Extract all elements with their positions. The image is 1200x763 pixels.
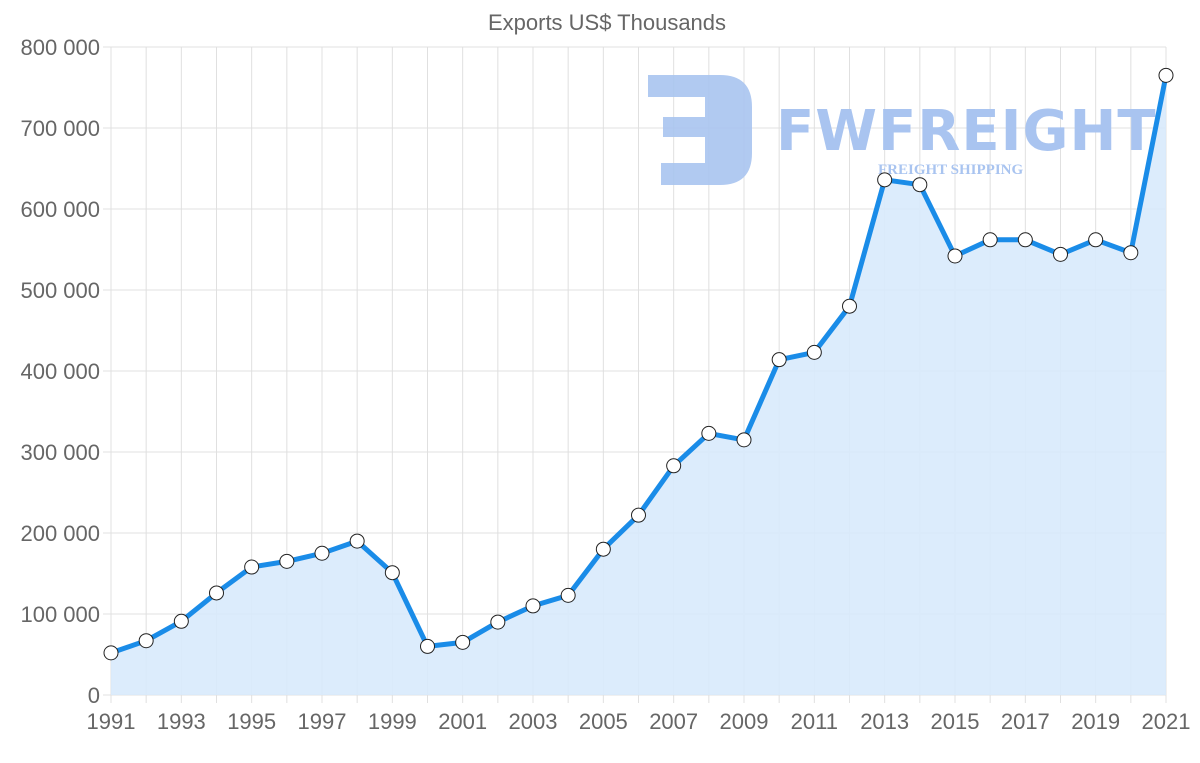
y-tick-label: 500 000 — [20, 278, 100, 303]
data-point-2013 — [877, 172, 893, 188]
data-point-1998 — [349, 533, 365, 549]
data-point-2000 — [420, 638, 435, 654]
data-point-2008 — [701, 425, 717, 441]
x-tick-label: 2019 — [1071, 709, 1120, 734]
data-points — [103, 67, 1174, 661]
x-tick-label: 2015 — [931, 709, 980, 734]
x-tick-label: 1995 — [227, 709, 276, 734]
data-point-2011 — [806, 344, 822, 360]
x-tick-label: 2009 — [720, 709, 769, 734]
y-tick-label: 400 000 — [20, 359, 100, 384]
data-point-1999 — [384, 565, 400, 581]
x-tick-label: 2021 — [1142, 709, 1191, 734]
data-point-2021 — [1158, 67, 1174, 83]
data-point-1997 — [314, 545, 330, 561]
x-tick-label: 2017 — [1001, 709, 1050, 734]
data-point-1994 — [209, 585, 224, 601]
x-tick-label: 2003 — [509, 709, 558, 734]
data-point-2015 — [947, 248, 963, 264]
x-tick-label: 2001 — [438, 709, 487, 734]
data-point-2004 — [560, 587, 576, 603]
data-point-2020 — [1123, 245, 1139, 261]
y-tick-label: 600 000 — [20, 197, 100, 222]
watermark-tagline: FREIGHT SHIPPING — [878, 162, 1023, 178]
x-tick-label: 1999 — [368, 709, 417, 734]
data-point-1991 — [103, 645, 119, 661]
data-point-2006 — [631, 507, 646, 523]
data-point-2019 — [1088, 232, 1104, 248]
x-tick-label: 2007 — [649, 709, 698, 734]
x-tick-label: 1993 — [157, 709, 206, 734]
data-point-2017 — [1017, 232, 1033, 248]
y-tick-label: 800 000 — [20, 35, 100, 60]
x-tick-label: 2013 — [860, 709, 909, 734]
area-fill — [111, 75, 1166, 695]
data-point-1995 — [244, 559, 260, 575]
data-point-2012 — [842, 298, 857, 314]
data-point-2003 — [525, 598, 541, 614]
data-point-2018 — [1053, 246, 1068, 262]
y-tick-label: 100 000 — [20, 602, 100, 627]
data-point-2007 — [666, 458, 682, 474]
data-point-2009 — [736, 432, 752, 448]
chart-title: Exports US$ Thousands — [488, 10, 726, 35]
data-point-2005 — [595, 541, 611, 557]
data-point-2016 — [982, 232, 998, 248]
x-tick-label: 1991 — [87, 709, 136, 734]
data-point-2001 — [455, 634, 471, 650]
watermark-brand: FWFREIGHT — [776, 99, 1157, 164]
data-point-2014 — [912, 177, 928, 193]
fwfreight-watermark: FWFREIGHT FREIGHT SHIPPING — [648, 75, 1157, 185]
data-point-1992 — [138, 633, 154, 649]
y-tick-label: 700 000 — [20, 116, 100, 141]
y-tick-label: 300 000 — [20, 440, 100, 465]
fwfreight-logo-icon — [648, 75, 752, 185]
x-tick-label: 1997 — [298, 709, 347, 734]
x-tick-label: 2005 — [579, 709, 628, 734]
x-axis-ticks: 1991 1993 1995 1997 1999 2001 2003 2005 2007 2009… — [87, 709, 1191, 734]
y-axis-ticks: 0 100 000 200 000 300 000 400 000 500 000 600 … — [20, 35, 100, 708]
data-point-2010 — [771, 352, 787, 368]
y-tick-label: 200 000 — [20, 521, 100, 546]
data-point-1993 — [173, 613, 189, 629]
x-tick-label: 2011 — [791, 709, 838, 734]
data-point-2002 — [490, 614, 506, 630]
y-tick-label: 0 — [88, 683, 100, 708]
data-point-1996 — [279, 553, 295, 569]
